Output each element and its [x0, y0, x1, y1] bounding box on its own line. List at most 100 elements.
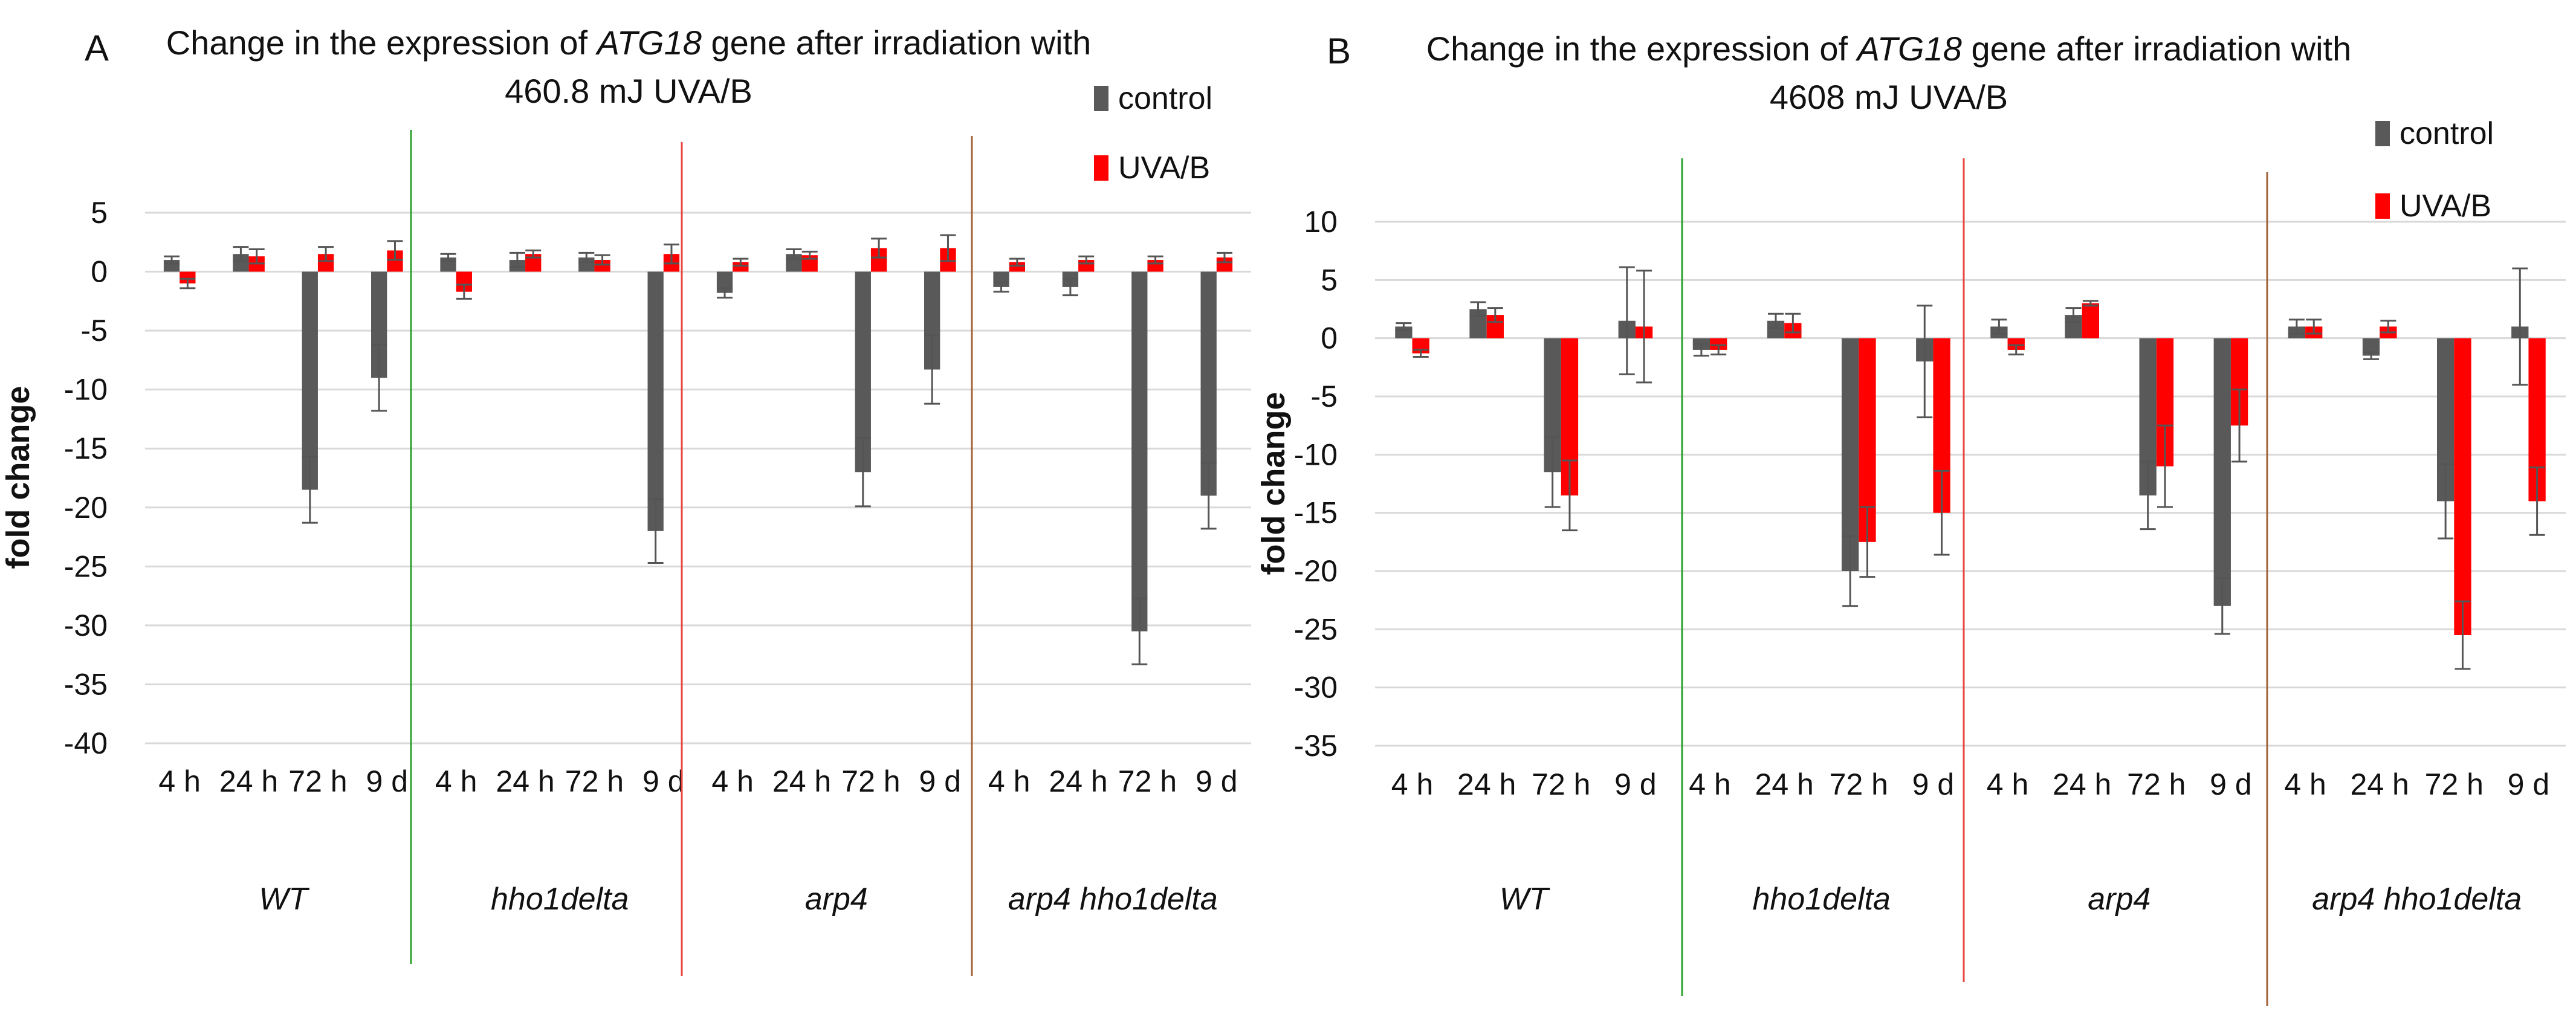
x-category-label: 9 d: [919, 764, 962, 798]
x-category-label: 72 h: [288, 764, 347, 798]
y-tick-label: -5: [81, 314, 108, 347]
legend-label-control: control: [1118, 81, 1212, 116]
y-tick-label: -30: [64, 609, 108, 642]
legend-swatch-uvab: [2375, 193, 2390, 219]
y-axis-label: fold change: [0, 386, 36, 569]
bar-uvab: [1710, 338, 1727, 350]
x-category-label: 9 d: [366, 764, 409, 798]
chart-title-gene: ATG18: [1856, 30, 1962, 68]
chart-subtitle: 4608 mJ UVA/B: [1770, 78, 2008, 116]
bar-control: [647, 271, 664, 531]
y-tick-label: -20: [1294, 554, 1338, 588]
bar-control: [302, 271, 318, 490]
group-label: arp4: [805, 882, 868, 917]
panel-label: B: [1327, 31, 1351, 71]
bar-uvab: [180, 271, 196, 284]
chart-title-prefix: Change in the expression of: [166, 24, 597, 62]
chart-panel-a: 5 0 -5 -10 -15 -20 -25 -30 -35 -40 fold change A Cha…: [0, 24, 1251, 976]
y-tick-label: -35: [64, 667, 108, 701]
bar-uvab: [2454, 338, 2471, 635]
x-category-label: 9 d: [1912, 767, 1955, 801]
legend-swatch-uvab: [1094, 155, 1108, 181]
x-category-label: 4 h: [158, 764, 201, 798]
chart-subtitle: 460.8 mJ UVA/B: [505, 72, 752, 110]
x-category-label: 72 h: [1830, 767, 1888, 801]
x-category-label: 24 h: [1457, 767, 1516, 801]
x-category-label: 72 h: [2127, 767, 2186, 801]
bar-uvab: [733, 262, 749, 272]
legend-label-control: control: [2400, 116, 2494, 151]
y-tick-label: -10: [64, 373, 108, 407]
x-category-label: 24 h: [1755, 767, 1814, 801]
legend-label-uvab: UVA/B: [2400, 189, 2491, 224]
bar-uvab: [2007, 338, 2025, 350]
x-category-label: 24 h: [2351, 767, 2409, 801]
x-category-label: 72 h: [1532, 767, 1590, 801]
bar-control: [1200, 271, 1217, 496]
x-category-label: 4 h: [2284, 767, 2326, 801]
group-label: arp4 hho1delta: [2312, 882, 2522, 917]
x-category-label: 72 h: [565, 764, 624, 798]
y-tick-label: -10: [1294, 438, 1338, 471]
y-tick-label: 10: [1304, 205, 1338, 239]
chart-title: Change in the expression of ATG18 gene a…: [1426, 30, 2352, 68]
chart-title-prefix: Change in the expression of: [1426, 30, 1857, 68]
x-category-label: 72 h: [1118, 764, 1177, 798]
x-category-label: 9 d: [2210, 767, 2252, 801]
x-category-label: 9 d: [642, 764, 685, 798]
x-category-label: 4 h: [1987, 767, 2029, 801]
x-category-label: 24 h: [219, 764, 278, 798]
group-label: hho1delta: [1753, 882, 1891, 917]
x-category-label: 4 h: [988, 764, 1031, 798]
y-tick-label: -30: [1294, 671, 1338, 705]
x-category-label: 4 h: [711, 764, 754, 798]
y-tick-label: 5: [1321, 263, 1338, 297]
bar-uvab: [2082, 303, 2100, 338]
y-tick-label: -35: [1294, 729, 1338, 763]
legend-label-uvab: UVA/B: [1118, 150, 1210, 186]
x-category-label: 24 h: [496, 764, 554, 798]
chart-title-gene: ATG18: [595, 24, 702, 62]
x-category-label: 24 h: [2053, 767, 2111, 801]
y-tick-label: 0: [91, 255, 108, 289]
group-label: WT: [259, 882, 309, 917]
x-category-label: 72 h: [2425, 767, 2484, 801]
x-category-label: 9 d: [1614, 767, 1657, 801]
y-tick-label: 0: [1321, 321, 1338, 355]
x-category-label: 9 d: [1196, 764, 1238, 798]
y-tick-label: -5: [1311, 380, 1338, 413]
chart-title-suffix: gene after irradiation with: [1962, 30, 2351, 68]
y-tick-label: -25: [64, 549, 108, 583]
group-label: WT: [1500, 882, 1550, 917]
bar-control: [2213, 338, 2231, 606]
bar-uvab: [594, 260, 610, 272]
legend-swatch-control: [1094, 86, 1108, 111]
chart-panel-b: 10 5 0 -5 -10 -15 -20 -25 -30 -35 fold change B Chan…: [1255, 30, 2566, 1006]
bar-uvab: [1216, 257, 1233, 272]
y-tick-label: -15: [64, 431, 108, 465]
x-category-label: 4 h: [1689, 767, 1731, 801]
y-axis-label: fold change: [1255, 392, 1292, 575]
group-label: hho1delta: [491, 882, 629, 917]
legend-swatch-control: [2375, 121, 2390, 146]
x-category-label: 4 h: [435, 764, 477, 798]
chart-title: Change in the expression of ATG18 gene a…: [166, 24, 1092, 62]
bar-uvab: [1009, 262, 1025, 272]
bar-control: [578, 257, 595, 272]
x-category-label: 9 d: [2508, 767, 2550, 801]
x-category-label: 72 h: [841, 764, 900, 798]
y-tick-label: -40: [64, 726, 108, 760]
panel-label: A: [85, 28, 109, 68]
bar-control: [1841, 338, 1859, 571]
x-category-label: 24 h: [772, 764, 831, 798]
x-category-label: 4 h: [1391, 767, 1434, 801]
y-tick-label: 5: [91, 196, 108, 230]
y-tick-label: -20: [64, 491, 108, 525]
x-category-label: 24 h: [1049, 764, 1107, 798]
bar-control: [1131, 271, 1148, 631]
y-tick-label: -25: [1294, 612, 1338, 646]
group-label: arp4: [2088, 882, 2150, 917]
group-label: arp4 hho1delta: [1008, 882, 1218, 917]
y-tick-label: -15: [1294, 496, 1338, 530]
